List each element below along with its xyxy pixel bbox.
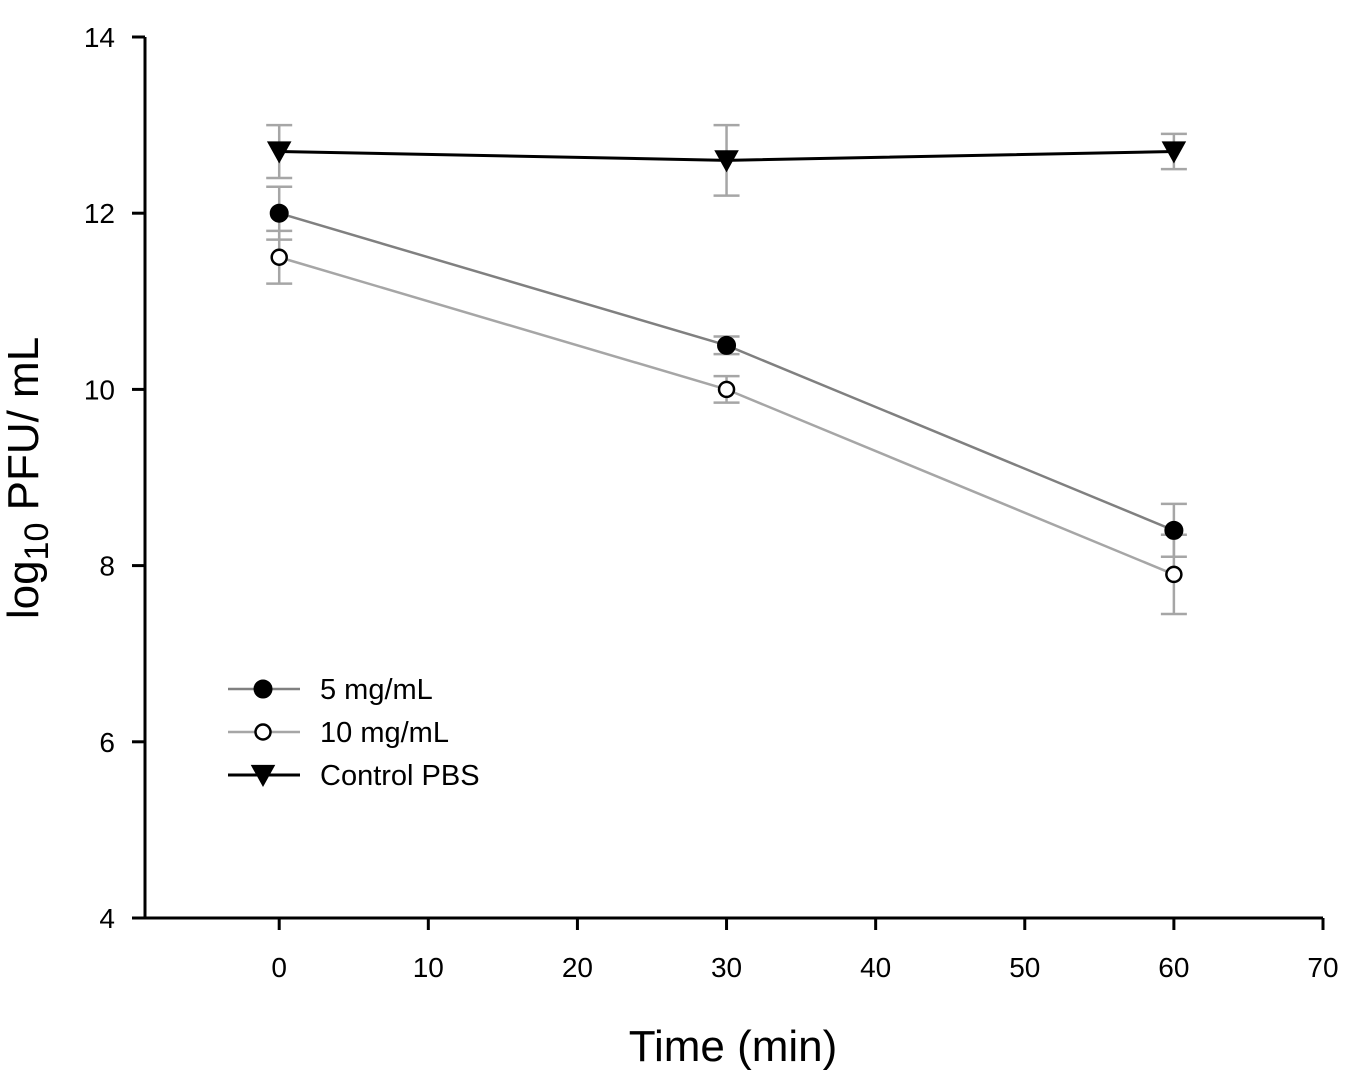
data-point-control-pbs — [714, 150, 739, 173]
legend-marker — [253, 679, 273, 699]
y-axis-title-rest: PFU/ mL — [0, 337, 48, 523]
y-axis-title: log10 PFU/ mL — [0, 337, 56, 619]
x-axis-title: Time (min) — [629, 1022, 838, 1070]
y-tick-label: 6 — [99, 727, 115, 758]
data-point-control-pbs — [266, 141, 292, 164]
series-line-5-mg-ml — [278, 212, 1175, 532]
legend-marker — [254, 723, 272, 741]
legend-entry-5-mg-ml: 5 mg/mL — [228, 674, 433, 706]
data-point-5-mg-ml — [1164, 520, 1184, 540]
x-tick-label: 20 — [562, 952, 593, 983]
axes — [143, 37, 1323, 920]
y-tick-label: 4 — [99, 903, 115, 934]
data-point-5-mg-ml — [717, 335, 737, 355]
x-tick-label: 0 — [271, 952, 287, 983]
ticks: 4 6 8 10 12 14 0 10 20 30 40 50 60 70 — [84, 22, 1339, 983]
x-tick-label: 10 — [413, 952, 444, 983]
y-axis-title-main: log — [0, 560, 48, 619]
legend-label: 5 mg/mL — [320, 674, 433, 706]
error-bars — [266, 123, 1187, 616]
legend-entry-control-pbs: Control PBS — [228, 760, 480, 792]
y-tick-label: 12 — [84, 198, 115, 229]
data-markers — [266, 141, 1187, 584]
data-point-5-mg-ml — [269, 203, 289, 223]
x-tick-label: 70 — [1307, 952, 1338, 983]
y-tick-label: 10 — [84, 374, 115, 405]
data-point-10-mg-ml — [270, 248, 288, 266]
legend-label: 10 mg/mL — [320, 717, 449, 749]
legend-marker — [250, 764, 276, 787]
legend: 5 mg/mL 10 mg/mL Control PBS — [228, 674, 480, 792]
series-lines — [278, 150, 1175, 576]
y-tick-label: 14 — [84, 22, 115, 53]
legend-entry-10-mg-ml: 10 mg/mL — [228, 717, 449, 749]
data-point-10-mg-ml — [1165, 565, 1183, 584]
y-tick-label: 8 — [99, 551, 115, 582]
legend-label: Control PBS — [320, 760, 480, 792]
x-tick-label: 50 — [1009, 952, 1040, 983]
data-point-control-pbs — [1161, 141, 1187, 164]
data-point-10-mg-ml — [717, 380, 736, 399]
x-tick-label: 30 — [711, 952, 742, 983]
x-tick-label: 40 — [860, 952, 891, 983]
y-axis-title-subscript: 10 — [18, 523, 56, 561]
series-line-10-mg-ml — [278, 256, 1175, 576]
x-tick-label: 60 — [1158, 952, 1189, 983]
